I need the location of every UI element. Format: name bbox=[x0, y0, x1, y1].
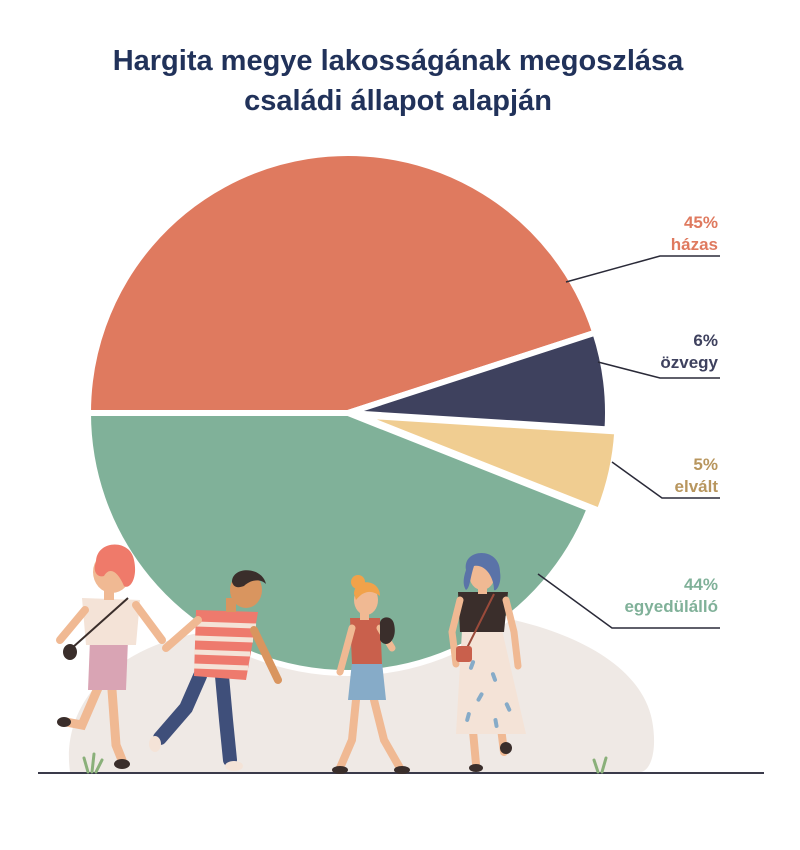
person-woman-long-skirt bbox=[448, 553, 526, 772]
pie-slice-házas bbox=[84, 150, 600, 416]
title-line-2: családi állapot alapján bbox=[244, 85, 552, 117]
leader-line-egyedülálló bbox=[537, 573, 720, 629]
person-woman-pink-skirt bbox=[56, 544, 166, 769]
leader-line-házas bbox=[565, 255, 720, 283]
slice-value-label-egyedülálló: 44% bbox=[684, 575, 718, 594]
grass-icon bbox=[82, 752, 608, 774]
pie-slice-elvált bbox=[356, 412, 621, 515]
person-man-striped-shirt bbox=[149, 570, 282, 771]
slice-value-label-házas: 45% bbox=[684, 213, 718, 232]
chart-title: Hargita megye lakosságának megoszlása cs… bbox=[113, 45, 684, 117]
slice-category-label-elvált: elvált bbox=[675, 477, 719, 496]
slice-category-label-egyedülálló: egyedülálló bbox=[624, 597, 718, 616]
slice-category-label-özvegy: özvegy bbox=[660, 353, 718, 372]
person-woman-with-cat bbox=[332, 575, 410, 774]
walking-people-illustration bbox=[56, 544, 608, 774]
title-line-1: Hargita megye lakosságának megoszlása bbox=[113, 45, 684, 77]
slice-value-label-özvegy: 6% bbox=[693, 331, 718, 350]
leader-line-özvegy bbox=[597, 361, 720, 379]
pie-slices bbox=[84, 150, 621, 676]
slice-value-label-elvált: 5% bbox=[693, 455, 718, 474]
slice-labels: 45% házas 6% özvegy 5% elvált 44% egyedülálló bbox=[624, 213, 718, 616]
leader-lines bbox=[537, 255, 720, 629]
leader-line-elvált bbox=[611, 461, 720, 499]
slice-category-label-házas: házas bbox=[671, 235, 718, 254]
